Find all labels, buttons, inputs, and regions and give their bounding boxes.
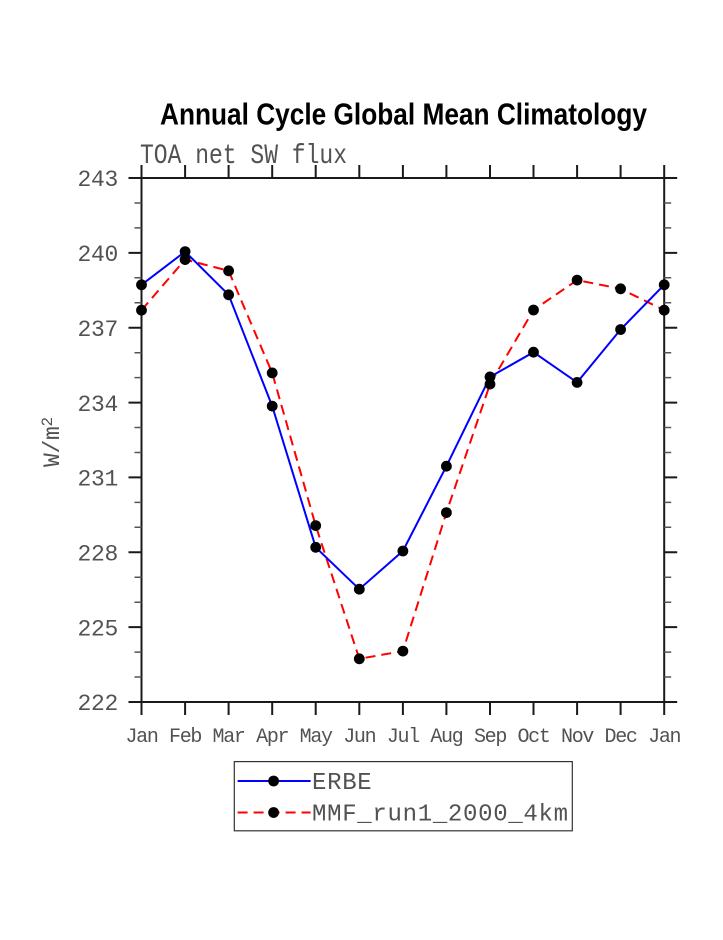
svg-text:May: May [300,726,333,749]
svg-text:228: 228 [77,542,118,568]
svg-text:243: 243 [77,167,118,193]
svg-text:Oct: Oct [517,726,549,749]
svg-text:234: 234 [77,392,118,418]
svg-text:Feb: Feb [169,726,201,749]
svg-text:Aug: Aug [430,726,462,749]
svg-text:ERBE: ERBE [312,770,372,797]
svg-text:Jul: Jul [387,726,419,749]
svg-text:TOA net SW flux: TOA net SW flux [140,141,347,172]
svg-text:240: 240 [77,242,118,268]
svg-text:Jan: Jan [125,726,157,749]
svg-text:225: 225 [77,616,118,642]
svg-text:Jan: Jan [648,726,680,749]
svg-text:222: 222 [77,691,118,717]
svg-text:237: 237 [77,317,118,343]
svg-text:231: 231 [77,467,118,493]
svg-text:Jun: Jun [343,726,375,749]
svg-text:Sep: Sep [474,726,506,749]
svg-text:MMF_run1_2000_4km: MMF_run1_2000_4km [312,802,569,829]
svg-text:Apr: Apr [256,726,288,749]
svg-text:Mar: Mar [213,726,245,749]
svg-text:Nov: Nov [561,726,594,749]
svg-text:Dec: Dec [605,726,637,749]
svg-text:Annual Cycle Global Mean Clima: Annual Cycle Global Mean Climatology [160,97,648,132]
